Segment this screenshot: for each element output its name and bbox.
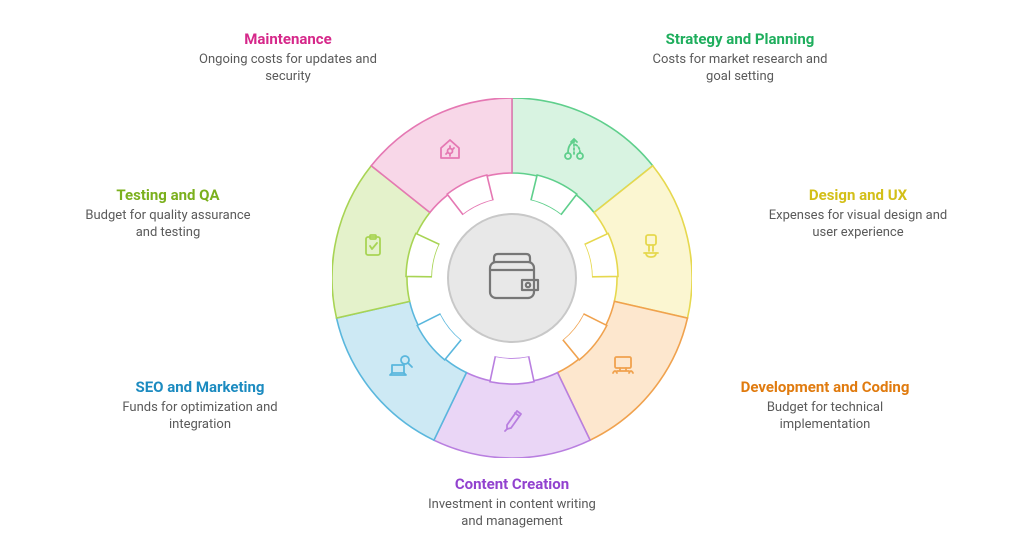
label-title-content: Content Creation	[422, 475, 602, 493]
label-desc-strategy: Costs for market research and goal setti…	[650, 52, 830, 86]
label-title-design: Design and UX	[768, 186, 948, 204]
wallet-icon	[480, 246, 544, 310]
label-title-development: Development and Coding	[735, 378, 915, 396]
label-desc-maintenance: Ongoing costs for updates and security	[198, 52, 378, 86]
maintenance-icon	[432, 131, 468, 167]
seo-icon	[383, 348, 419, 384]
label-title-seo: SEO and Marketing	[110, 378, 290, 396]
label-content: Content Creation Investment in content wr…	[422, 475, 602, 531]
label-development: Development and Coding Budget for technic…	[735, 378, 915, 434]
label-desc-seo: Funds for optimization and integration	[110, 400, 290, 434]
label-desc-testing: Budget for quality assurance and testing	[78, 208, 258, 242]
notch-content	[490, 356, 534, 384]
label-title-testing: Testing and QA	[78, 186, 258, 204]
label-strategy: Strategy and Planning Costs for market re…	[650, 30, 830, 86]
label-seo: SEO and Marketing Funds for optimization …	[110, 378, 290, 434]
wheel-diagram	[332, 98, 692, 458]
label-maintenance: Maintenance Ongoing costs for updates and…	[198, 30, 378, 86]
label-title-maintenance: Maintenance	[198, 30, 378, 48]
label-desc-development: Budget for technical implementation	[735, 400, 915, 434]
label-desc-content: Investment in content writing and manage…	[422, 497, 602, 531]
testing-icon	[355, 228, 391, 264]
center-circle	[447, 213, 577, 343]
label-title-strategy: Strategy and Planning	[650, 30, 830, 48]
design-icon	[633, 228, 669, 264]
content-icon	[494, 402, 530, 438]
strategy-icon	[556, 131, 592, 167]
development-icon	[605, 348, 641, 384]
label-desc-design: Expenses for visual design and user expe…	[768, 208, 948, 242]
label-design: Design and UX Expenses for visual design …	[768, 186, 948, 242]
label-testing: Testing and QA Budget for quality assuran…	[78, 186, 258, 242]
